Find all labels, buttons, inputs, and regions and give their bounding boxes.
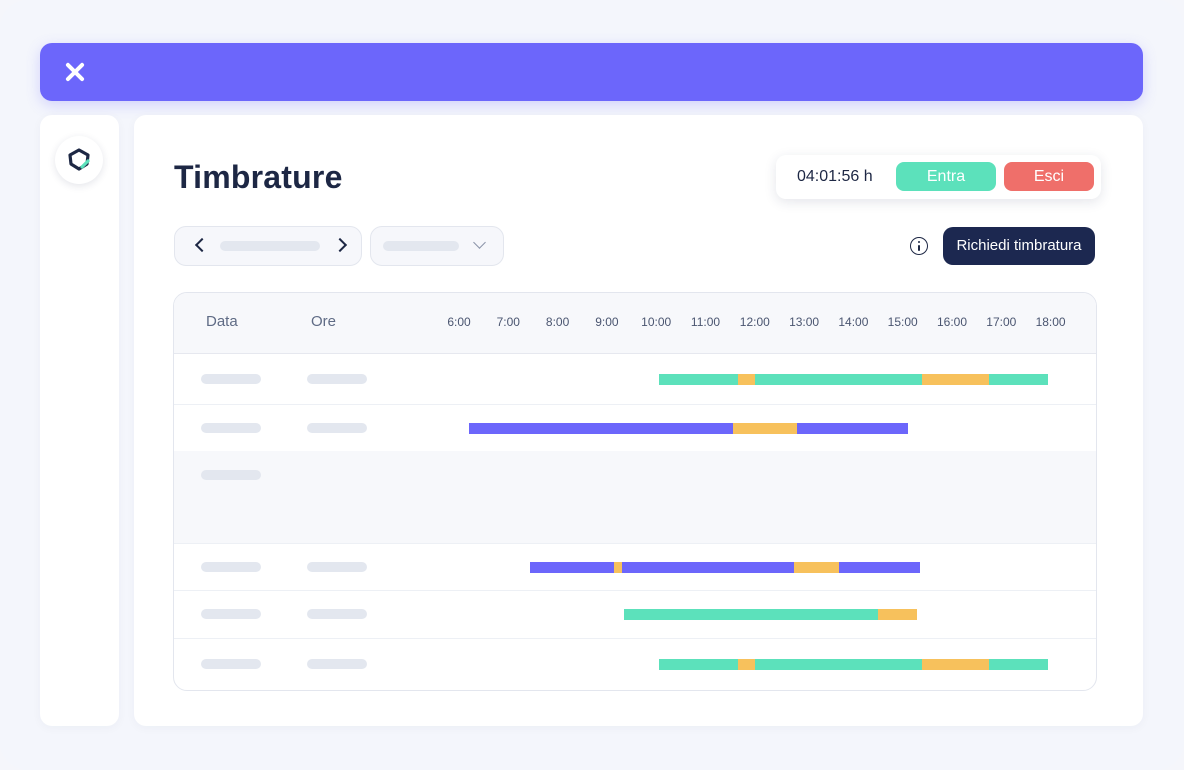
table-row[interactable]	[174, 498, 1096, 544]
hour-label: 17:00	[986, 315, 1017, 329]
hour-label: 15:00	[887, 315, 918, 329]
filter-dropdown[interactable]	[370, 226, 504, 266]
hour-label: 12:00	[739, 315, 770, 329]
table-header: Data Ore 6:00 7:00 8:00 9:00 10:00 11:00 12:00…	[174, 293, 1096, 354]
hour-label: 16:00	[936, 315, 968, 329]
work-segment	[838, 562, 920, 573]
chevron-left-icon[interactable]	[194, 237, 210, 253]
work-segment	[624, 609, 879, 620]
app-logo-icon[interactable]	[55, 136, 103, 184]
break-segment	[878, 609, 918, 620]
hours-cell-placeholder	[307, 659, 367, 669]
work-segment	[530, 562, 615, 573]
work-segment	[754, 374, 923, 385]
hour-label: 14:00	[838, 315, 869, 329]
exit-button[interactable]: Esci	[1004, 162, 1094, 191]
table-row[interactable]	[174, 543, 1096, 591]
chevron-right-icon[interactable]	[332, 237, 348, 253]
work-segment	[658, 374, 738, 385]
break-segment	[737, 374, 755, 385]
date-cell-placeholder	[201, 470, 261, 480]
break-segment	[732, 423, 797, 434]
hour-label: 7:00	[496, 315, 520, 329]
work-segment	[988, 374, 1049, 385]
break-segment	[737, 659, 755, 670]
sidebar	[40, 115, 119, 726]
hour-label: 18:00	[1035, 315, 1066, 329]
column-date: Data	[206, 313, 238, 330]
page-title: Timbrature	[174, 159, 343, 195]
hour-label: 13:00	[789, 315, 820, 329]
table-row[interactable]	[174, 404, 1096, 452]
date-cell-placeholder	[201, 609, 261, 619]
hours-cell-placeholder	[307, 423, 367, 433]
date-cell-placeholder	[201, 659, 261, 669]
break-segment	[614, 562, 622, 573]
work-segment	[658, 659, 738, 670]
hour-label: 10:00	[641, 315, 672, 329]
column-hours: Ore	[311, 313, 337, 330]
work-segment	[754, 659, 923, 670]
elapsed-time: 04:01:56 h	[797, 168, 873, 185]
hour-label: 6:00	[447, 315, 471, 329]
work-segment	[621, 562, 795, 573]
clock-card: 04:01:56 h Entra Esci	[776, 155, 1101, 199]
table-row[interactable]	[174, 451, 1096, 499]
hour-label: 8:00	[545, 315, 570, 329]
date-navigator	[174, 226, 362, 266]
table-row[interactable]	[174, 590, 1096, 639]
table-row[interactable]	[174, 354, 1096, 405]
hour-label: 11:00	[690, 315, 721, 329]
chevron-down-icon	[473, 236, 486, 249]
date-cell-placeholder	[201, 374, 261, 384]
close-icon[interactable]	[62, 59, 88, 85]
break-segment	[922, 374, 989, 385]
break-segment	[922, 659, 989, 670]
table-row[interactable]	[174, 638, 1096, 690]
break-segment	[794, 562, 839, 573]
hours-cell-placeholder	[307, 374, 367, 384]
filter-placeholder	[383, 241, 459, 251]
hours-cell-placeholder	[307, 562, 367, 572]
work-segment	[468, 423, 733, 434]
hours-cell-placeholder	[307, 609, 367, 619]
work-segment	[988, 659, 1049, 670]
date-range-placeholder	[220, 241, 320, 251]
timesheet-table: Data Ore 6:00 7:00 8:00 9:00 10:00 11:00 12:00…	[173, 292, 1097, 691]
top-bar	[40, 43, 1143, 101]
main-panel: Timbrature 04:01:56 h Entra Esci Richied…	[134, 115, 1143, 726]
date-cell-placeholder	[201, 562, 261, 572]
work-segment	[796, 423, 908, 434]
enter-button[interactable]: Entra	[896, 162, 996, 191]
info-icon[interactable]	[910, 237, 928, 255]
hour-label: 9:00	[595, 315, 619, 329]
date-cell-placeholder	[201, 423, 261, 433]
request-punch-button[interactable]: Richiedi timbratura	[943, 227, 1095, 265]
